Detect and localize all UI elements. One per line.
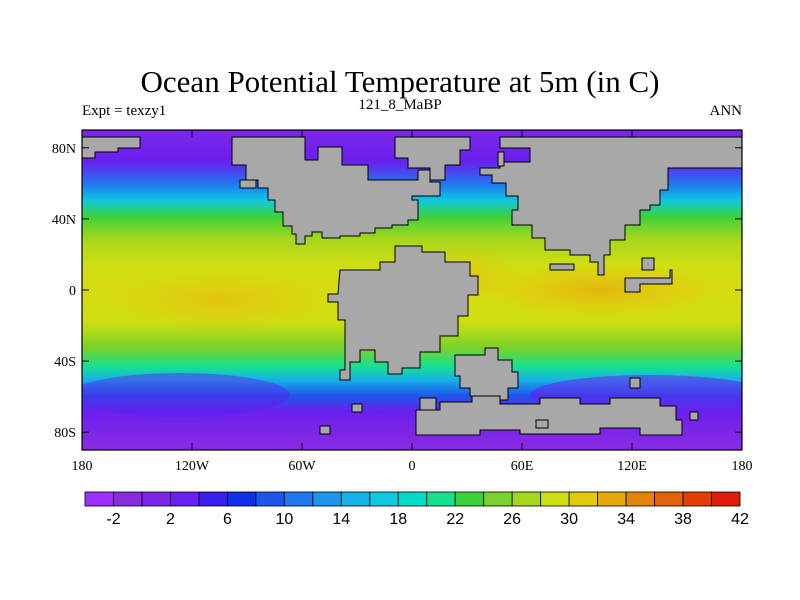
island-land (419, 397, 437, 411)
experiment-label: Expt = texzy1 (82, 103, 167, 119)
colorbar-label: 22 (446, 511, 464, 528)
lat-tick-label: 40S (54, 355, 76, 370)
island-land (535, 419, 549, 429)
asia-islands-land (624, 269, 673, 293)
island-land (497, 151, 505, 167)
season-label: ANN (709, 103, 743, 119)
south-america-land (327, 245, 479, 381)
lon-tick-label: 180 (732, 459, 753, 474)
colorbar-label: 34 (617, 511, 635, 528)
island-land (351, 403, 363, 413)
lon-tick-label: 60W (288, 459, 316, 474)
island-land (641, 257, 655, 271)
colorbar-swatch (397, 491, 428, 507)
land-masses (81, 136, 743, 436)
north-america-land (231, 136, 441, 245)
lon-tick-label: 60E (511, 459, 534, 474)
colorbar-swatch (198, 491, 228, 507)
colorbar-swatch (226, 491, 257, 507)
colorbar-swatch (454, 491, 485, 507)
colorbar-label: 2 (166, 511, 175, 528)
island-land (319, 425, 331, 435)
lon-tick-label: 180 (72, 459, 93, 474)
colorbar-swatch (312, 491, 342, 507)
colorbar-swatch (84, 491, 114, 507)
colorbar: -2 2 6 10 14 18 22 26 30 34 38 42 (84, 491, 749, 528)
lat-tick-label: 80N (52, 142, 76, 157)
island-land (239, 179, 257, 189)
colorbar-swatch (283, 491, 314, 507)
latitude-axis: 80N 40N 0 40S 80S (52, 142, 742, 441)
lon-tick-label: 120W (175, 459, 210, 474)
colorbar-swatch (654, 491, 684, 507)
colorbar-swatch (113, 491, 143, 507)
island-land (689, 411, 699, 421)
lat-tick-label: 0 (69, 284, 76, 299)
colorbar-swatch (369, 491, 399, 507)
period-label: 121_8_MaBP (358, 97, 442, 113)
colorbar-label: 38 (674, 511, 692, 528)
colorbar-swatch (540, 491, 570, 507)
colorbar-swatch (568, 491, 599, 507)
colorbar-swatch (340, 491, 371, 507)
lon-tick-label: 120E (617, 459, 647, 474)
lat-tick-label: 40N (52, 213, 76, 228)
colorbar-swatch (426, 491, 456, 507)
lat-tick-label: 80S (54, 426, 76, 441)
colorbar-swatch (711, 491, 741, 507)
australia-antarctic-land (454, 347, 519, 401)
island-land (549, 263, 575, 271)
colorbar-swatch (625, 491, 655, 507)
colorbar-label: 42 (731, 511, 749, 528)
colorbar-label: 30 (560, 511, 578, 528)
colorbar-swatch (255, 491, 285, 507)
colorbar-label: 14 (332, 511, 350, 528)
chart-title: Ocean Potential Temperature at 5m (in C) (140, 64, 660, 99)
colorbar-label: 10 (275, 511, 293, 528)
colorbar-swatch (141, 491, 171, 507)
colorbar-swatch (682, 491, 712, 507)
colorbar-swatch (511, 491, 542, 507)
colorbar-swatch (170, 491, 200, 507)
longitude-axis: 180 120W 60W 0 60E 120E 180 (72, 130, 753, 474)
lon-tick-label: 0 (409, 459, 416, 474)
colorbar-swatch (483, 491, 513, 507)
antarctica-land (415, 395, 683, 436)
colorbar-label: 26 (503, 511, 521, 528)
greenland-land (394, 136, 471, 181)
island-land (629, 377, 641, 389)
eurasia-africa-land (479, 136, 743, 276)
colorbar-label: 6 (223, 511, 232, 528)
colorbar-label: 18 (389, 511, 407, 528)
colorbar-swatch (597, 491, 627, 507)
colorbar-label: -2 (106, 511, 120, 528)
alaska-land (81, 136, 141, 159)
